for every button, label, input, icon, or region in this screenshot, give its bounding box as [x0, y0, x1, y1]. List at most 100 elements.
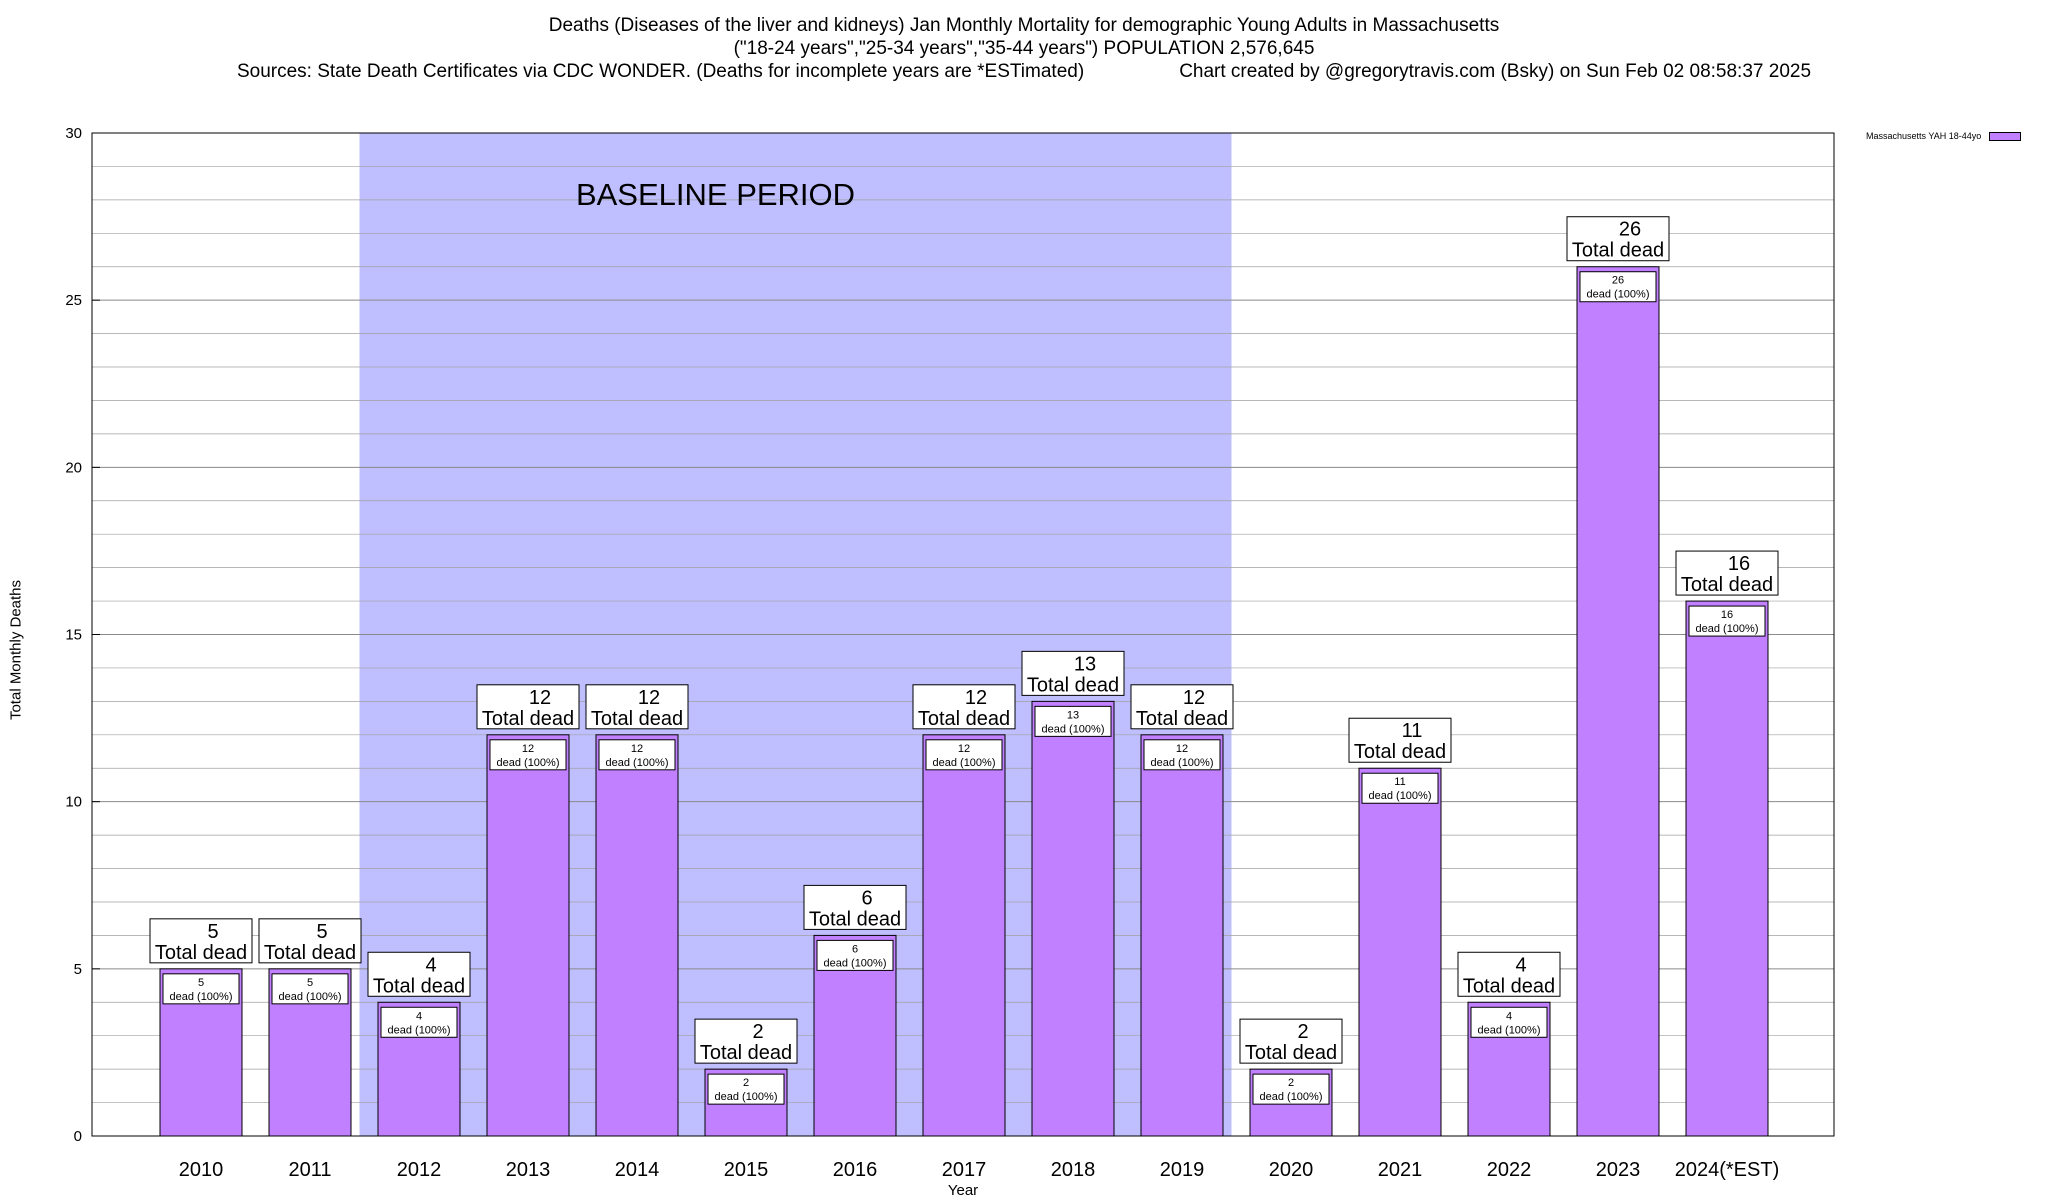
bar-inner-value: 16	[1721, 609, 1733, 621]
bar-top-value: 12	[529, 687, 551, 709]
bar-top-label-box	[1566, 216, 1670, 262]
bar-top-suffix: Total dead	[1572, 240, 1664, 262]
bar-inner-suffix: dead (100%)	[170, 991, 233, 1003]
bar-inner-suffix: dead (100%)	[1696, 623, 1759, 635]
bar-inner-value: 5	[307, 977, 313, 989]
bar-top-suffix: Total dead	[809, 908, 901, 930]
plot-border	[91, 132, 1835, 1137]
bar-inner-value: 2	[743, 1077, 749, 1089]
bar-inner-suffix: dead (100%)	[497, 757, 560, 769]
bar-top-suffix: Total dead	[264, 942, 356, 964]
bar-inner-suffix: dead (100%)	[1260, 1091, 1323, 1103]
bar-top-value: 13	[1074, 653, 1096, 675]
bar-top-value: 2	[1297, 1021, 1308, 1043]
bar-inner-value: 12	[1176, 743, 1188, 755]
y-tick-label: 20	[65, 459, 82, 476]
bar-top-value: 12	[965, 687, 987, 709]
chart-source: Sources: State Death Certificates via CD…	[236, 61, 1085, 82]
bar-inner-value: 12	[522, 743, 534, 755]
bar-inner-suffix: dead (100%)	[1587, 289, 1650, 301]
bar-inner-label-box	[1252, 1073, 1330, 1105]
y-tick-label: 15	[65, 627, 82, 644]
bar-inner-label-box	[380, 1006, 458, 1038]
x-tick-label: 2016	[833, 1159, 878, 1181]
bar-inner-value: 5	[198, 977, 204, 989]
bar-inner-suffix: dead (100%)	[388, 1024, 451, 1036]
chart-credit: Chart created by @gregorytravis.com (Bsk…	[1179, 61, 1812, 82]
bar-inner-suffix: dead (100%)	[606, 757, 669, 769]
bar-top-label-box	[1130, 684, 1234, 730]
chart-subtitle: ("18-24 years","25-34 years","35-44 year…	[733, 38, 1315, 59]
bar-top-label-box	[912, 684, 1016, 730]
y-axis-label: Total Monthly Deaths	[7, 579, 25, 721]
bar-top-value: 26	[1619, 219, 1641, 241]
bar	[1031, 700, 1115, 1137]
bar-inner-label-box	[598, 739, 676, 771]
bar-top-value: 5	[316, 921, 327, 943]
bar-inner-value: 4	[1506, 1010, 1512, 1022]
bar-inner-value: 11	[1394, 776, 1405, 788]
bar-top-suffix: Total dead	[1245, 1042, 1337, 1064]
bar-top-value: 12	[638, 687, 660, 709]
bar-inner-suffix: dead (100%)	[1478, 1024, 1541, 1036]
x-tick-label: 2014	[615, 1159, 660, 1181]
bar-inner-label-box	[1034, 705, 1112, 737]
y-tick-label: 0	[74, 1128, 82, 1145]
bar-top-label-box	[149, 918, 253, 964]
bar-top-label-box	[1348, 717, 1452, 763]
bar-top-value: 4	[425, 954, 436, 976]
bar-inner-suffix: dead (100%)	[824, 957, 887, 969]
x-tick-label: 2013	[506, 1159, 551, 1181]
bar-top-label-box	[367, 951, 471, 997]
chart-source-line: Sources: State Death Certificates via CD…	[0, 60, 2048, 83]
bar	[1140, 734, 1224, 1137]
bar-inner-value: 6	[852, 943, 858, 955]
bar-top-suffix: Total dead	[1681, 574, 1773, 596]
legend-swatch	[1989, 131, 2022, 141]
bar-top-label-box	[1021, 650, 1125, 696]
bar-top-value: 16	[1728, 553, 1750, 575]
y-tick-label: 10	[65, 794, 82, 811]
x-axis-label: Year	[947, 1182, 979, 1199]
bar-top-label-box	[1239, 1018, 1343, 1064]
bar-inner-label-box	[1143, 739, 1221, 771]
bar-top-suffix: Total dead	[155, 942, 247, 964]
bar-inner-value: 2	[1288, 1077, 1294, 1089]
bar-inner-suffix: dead (100%)	[715, 1091, 778, 1103]
bar-top-value: 4	[1515, 954, 1526, 976]
x-tick-label: 2022	[1487, 1159, 1532, 1181]
bar-top-suffix: Total dead	[1463, 975, 1555, 997]
bar-top-suffix: Total dead	[918, 708, 1010, 730]
bar-top-label-box	[1675, 550, 1779, 596]
bar-inner-label-box	[1579, 271, 1657, 303]
baseline-period-label: BASELINE PERIOD	[576, 177, 855, 212]
bar-top-label-box	[258, 918, 362, 964]
x-tick-label: 2020	[1269, 1159, 1314, 1181]
bar-inner-label-box	[162, 973, 240, 1005]
bar-inner-label-box	[925, 739, 1003, 771]
bar-top-label-box	[1457, 951, 1561, 997]
x-tick-label: 2011	[288, 1159, 331, 1181]
bar-inner-value: 4	[416, 1010, 422, 1022]
bar-top-value: 2	[752, 1021, 763, 1043]
bar-inner-value: 26	[1612, 275, 1624, 287]
bar-inner-value: 12	[958, 743, 970, 755]
x-tick-label: 2024(*EST)	[1675, 1159, 1780, 1181]
bar-inner-value: 13	[1067, 709, 1079, 721]
bar-inner-label-box	[1361, 772, 1439, 804]
bar-top-suffix: Total dead	[700, 1042, 792, 1064]
x-tick-label: 2023	[1596, 1159, 1641, 1181]
x-tick-label: 2017	[942, 1159, 987, 1181]
bar-top-value: 12	[1183, 687, 1205, 709]
bar-top-suffix: Total dead	[482, 708, 574, 730]
bar-inner-label-box	[707, 1073, 785, 1105]
x-tick-label: 2018	[1051, 1159, 1096, 1181]
bar	[1576, 266, 1660, 1137]
bar	[595, 734, 679, 1137]
x-tick-label: 2021	[1378, 1159, 1423, 1181]
x-tick-label: 2015	[724, 1159, 769, 1181]
bar-inner-suffix: dead (100%)	[933, 757, 996, 769]
bar-top-label-box	[585, 684, 689, 730]
bar-inner-suffix: dead (100%)	[279, 991, 342, 1003]
